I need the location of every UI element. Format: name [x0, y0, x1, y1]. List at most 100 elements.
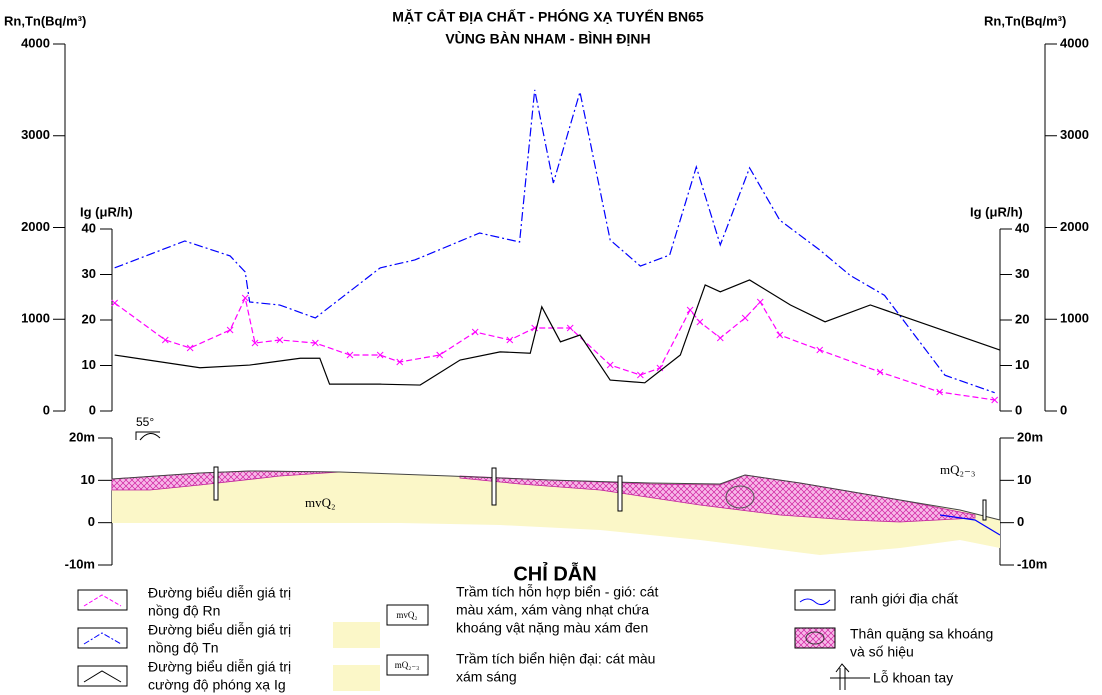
tick-label: -10m [65, 556, 95, 571]
legend-label: Đường biểu diễn giá trị [148, 622, 291, 638]
chart-title: MẶT CẮT ĐỊA CHẤT - PHÓNG XẠ TUYẾN BN65 [392, 8, 704, 25]
dip-symbol [135, 431, 161, 441]
legend-box [77, 589, 128, 611]
marker [111, 299, 119, 307]
series-line [114, 296, 995, 401]
legend-label: khoáng vật nặng màu xám đen [456, 620, 648, 636]
legend-label: màu xám, xám vàng nhạt chứa [456, 602, 649, 618]
marker [991, 396, 999, 404]
drill-hole [213, 466, 219, 501]
legend-box [77, 627, 128, 649]
legend-drill [830, 663, 870, 690]
chart-subtitle: VÙNG BÀN NHAM - BÌNH ĐỊNH [445, 30, 650, 47]
legend-symbol: mvQ₂ [396, 610, 417, 620]
tick-label: 40 [82, 220, 96, 235]
legend-box [77, 665, 128, 687]
legend: CHỈ DẪN mvQ₂ mQ₂₋₃ [77, 562, 870, 691]
tick-label: 30 [1015, 266, 1029, 281]
drill-hole [617, 475, 623, 512]
tick-label: 0 [43, 402, 50, 417]
legend-line [83, 632, 122, 645]
ore-band [459, 474, 976, 523]
marker [311, 339, 319, 347]
surface [111, 470, 1001, 521]
y-axis-title-right: Rn,Tn(Bq/m³) [984, 13, 1066, 28]
legend-box [386, 654, 429, 676]
tick-label: 2000 [21, 219, 50, 234]
legend-label: nồng độ Rn [148, 603, 220, 619]
tick-label: 3000 [21, 127, 50, 142]
ore-body [725, 485, 755, 509]
legend-swatch [333, 622, 380, 648]
marker [276, 336, 284, 344]
marker [637, 371, 644, 379]
unit-label: mQ₂₋₃ [940, 462, 975, 477]
marker [776, 331, 784, 339]
drill-holes [213, 466, 987, 521]
legend-label: Trầm tích hỗn hợp biển - gió: cát [456, 584, 659, 600]
marker [436, 351, 444, 359]
marker [396, 358, 404, 366]
marker [566, 324, 574, 332]
tick-label: 0 [1015, 402, 1022, 417]
legend-line [83, 670, 122, 683]
tick-label: 0 [1017, 514, 1024, 529]
tick-label: 0 [89, 402, 96, 417]
marker [606, 361, 614, 369]
tick-label: 4000 [1060, 35, 1089, 50]
marker [376, 351, 384, 359]
marker [471, 328, 479, 336]
drill-hole [982, 499, 987, 521]
tick-label: 20 [82, 311, 96, 326]
marker [936, 388, 943, 396]
legend-swatch [333, 665, 380, 691]
legend-label: ranh giới địa chất [850, 591, 958, 607]
tick-label: 1000 [21, 311, 50, 326]
legend-ore [805, 631, 825, 645]
legend-label: xám sáng [456, 669, 517, 685]
tick-label: 3000 [1060, 127, 1089, 142]
legend-label: Thân quặng sa khoáng [850, 626, 993, 642]
section: 55° mvQ₂ mQ₂₋₃ [111, 415, 1001, 555]
marker [226, 326, 234, 334]
tick-label: 20 [1015, 311, 1029, 326]
marker [346, 351, 354, 359]
series-line [114, 89, 995, 394]
legend-line [799, 598, 831, 606]
tick-label: 0 [88, 514, 95, 529]
marker [186, 344, 194, 352]
y2-axis-title: Ig (μR/h) [80, 204, 133, 219]
series-line [114, 279, 1001, 386]
marker [816, 346, 824, 354]
legend-line [83, 594, 122, 607]
legend-box [794, 589, 836, 611]
legend-label: Trầm tích biển hiện đại: cát màu [456, 651, 655, 667]
marker [876, 368, 884, 376]
marker [251, 339, 259, 347]
tick-label: 1000 [1060, 311, 1089, 326]
legend-label: cường độ phóng xạ Ig [148, 677, 286, 693]
tick-label: 10 [81, 472, 95, 487]
marker [241, 294, 249, 302]
tick-label: 0 [1060, 402, 1067, 417]
tick-label: 10 [82, 357, 96, 372]
legend-box [386, 604, 429, 626]
tick-label: 4000 [21, 35, 50, 50]
tick-label: 2000 [1060, 219, 1089, 234]
tick-label: -10m [1017, 556, 1047, 571]
tick-label: 20m [69, 429, 95, 444]
y-axis-title: Rn,Tn(Bq/m³) [4, 13, 86, 28]
y2-axis-title-right: Ig (μR/h) [970, 204, 1023, 219]
geological-boundary [939, 514, 1001, 536]
dip-label: 55° [136, 415, 154, 429]
marker [716, 334, 724, 342]
legend-label: và số hiệu [850, 644, 914, 660]
legend-symbol: mQ₂₋₃ [395, 660, 420, 670]
tick-label: 10 [1017, 472, 1031, 487]
marker [161, 336, 169, 344]
tick-label: 20m [1017, 429, 1043, 444]
tick-label: 30 [82, 266, 96, 281]
legend-label: Đường biểu diễn giá trị [148, 585, 291, 601]
marker [506, 336, 514, 344]
